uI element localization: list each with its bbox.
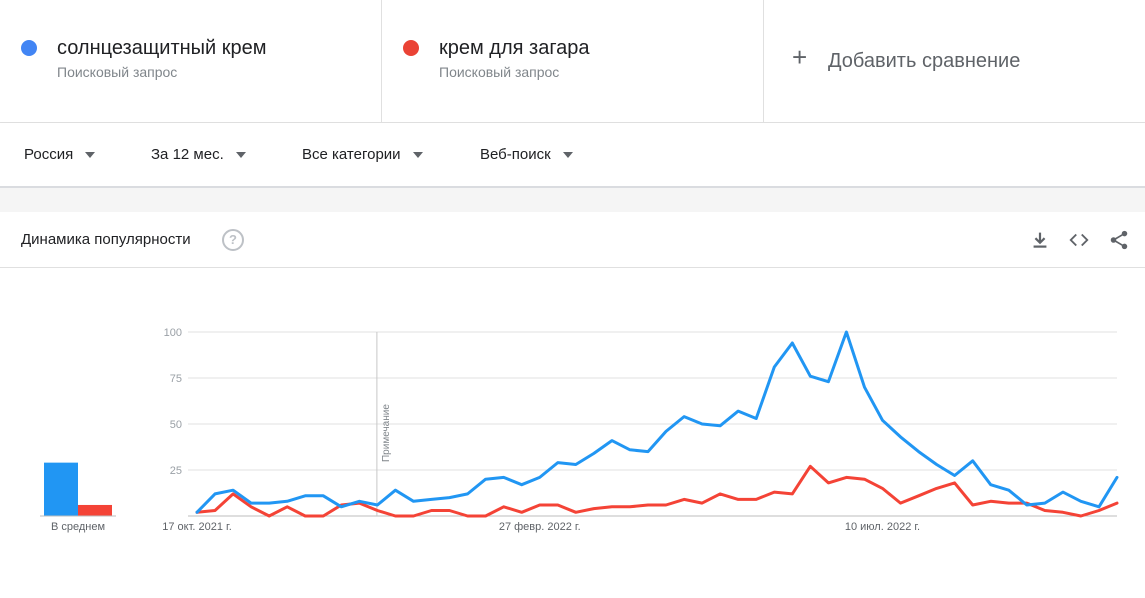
y-tick-label: 50: [170, 419, 182, 431]
region-dropdown[interactable]: Россия: [24, 146, 96, 163]
comparison-terms: солнцезащитный крем Поисковый запрос кре…: [0, 0, 1145, 123]
chart-area: В среднем 100 75 50 25 17 окт. 2021 г. 27 фе…: [0, 268, 1145, 593]
x-tick-label: 27 февр. 2022 г.: [499, 521, 581, 533]
y-tick-label: 25: [170, 465, 182, 477]
card-header: Динамика популярности ?: [0, 212, 1145, 268]
add-comparison-button[interactable]: + Добавить сравнение: [764, 0, 1145, 122]
add-comparison-label: Добавить сравнение: [828, 50, 1021, 72]
interest-over-time-chart[interactable]: В среднем 100 75 50 25 17 окт. 2021 г. 27 фе…: [0, 268, 1145, 593]
search-type-dropdown[interactable]: Веб-поиск: [480, 146, 573, 163]
plus-icon: +: [792, 42, 808, 72]
term-name: крем для загара: [439, 37, 590, 59]
series-lines: [195, 330, 1119, 518]
x-tick-label: 17 окт. 2021 г.: [162, 521, 232, 533]
caret-down-icon: [235, 151, 246, 158]
filter-bar: Россия За 12 мес. Все категории Веб-поис…: [0, 123, 1145, 188]
period-dropdown[interactable]: За 12 мес.: [151, 146, 246, 163]
period-value: За 12 мес.: [151, 146, 224, 163]
y-tick-label: 100: [164, 327, 182, 339]
y-axis-ticks: 100 75 50 25: [164, 327, 182, 477]
embed-code-icon[interactable]: [1068, 229, 1090, 251]
caret-down-icon: [412, 151, 423, 158]
term-type: Поисковый запрос: [57, 64, 178, 80]
category-dropdown[interactable]: Все категории: [302, 146, 423, 163]
card-title: Динамика популярности: [21, 231, 191, 248]
average-bar-1: [78, 504, 112, 516]
section-gap: [0, 188, 1145, 212]
term-card-tanning-cream[interactable]: крем для загара Поисковый запрос: [382, 0, 764, 122]
average-label: В среднем: [51, 521, 105, 533]
term-color-dot: [21, 40, 37, 56]
x-axis-ticks: 17 окт. 2021 г. 27 февр. 2022 г. 10 июл. 2…: [162, 521, 920, 533]
region-value: Россия: [24, 146, 74, 163]
category-value: Все категории: [302, 146, 401, 163]
annotation-marker[interactable]: Примечание: [376, 332, 392, 516]
caret-down-icon: [562, 151, 573, 158]
term-name: солнцезащитный крем: [57, 37, 267, 59]
term-card-sunscreen[interactable]: солнцезащитный крем Поисковый запрос: [0, 0, 382, 122]
share-icon[interactable]: [1108, 229, 1130, 251]
download-icon[interactable]: [1029, 229, 1051, 251]
y-tick-label: 75: [170, 373, 182, 385]
grid-lines: [188, 331, 1117, 517]
average-bar-0: [44, 462, 78, 516]
caret-down-icon: [85, 151, 96, 158]
term-type: Поисковый запрос: [439, 64, 560, 80]
help-circle-icon[interactable]: ?: [222, 229, 244, 251]
search-type-value: Веб-поиск: [480, 146, 551, 163]
x-tick-label: 10 июл. 2022 г.: [845, 521, 920, 533]
annotation-label: Примечание: [381, 404, 392, 462]
series-line-1: [195, 464, 1119, 518]
term-color-dot: [403, 40, 419, 56]
average-bars: [40, 462, 116, 517]
series-line-0: [195, 330, 1119, 514]
